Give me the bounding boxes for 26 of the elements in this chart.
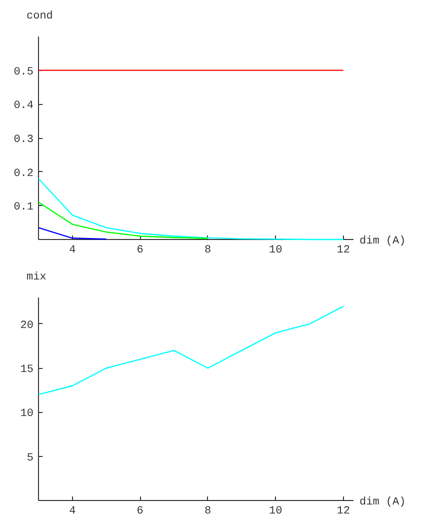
x-axis-title: dim (A) (360, 496, 406, 508)
y-tick-label: 20 (20, 320, 34, 332)
line-series (38, 306, 344, 396)
y-tick-label: 0.3 (14, 134, 34, 146)
x-tick-label: 8 (204, 244, 212, 256)
x-tick-label: 6 (136, 244, 144, 256)
x-axis-title: dim (A) (360, 236, 406, 248)
x-tick-label: 10 (268, 506, 282, 518)
y-tick-label: 5 (26, 452, 34, 464)
x-tick-label: 12 (336, 506, 350, 518)
x-tick-label: 4 (69, 506, 76, 518)
y-axis-title: cond (26, 10, 53, 22)
line-series (38, 202, 208, 240)
x-tick-label: 12 (336, 244, 350, 256)
y-tick-label: 0.2 (14, 168, 34, 180)
line-series (38, 178, 344, 240)
y-tick-label: 10 (20, 408, 34, 420)
y-tick-label: 0.4 (14, 100, 34, 112)
x-tick-label: 10 (268, 244, 282, 256)
x-tick-label: 6 (136, 506, 144, 518)
y-axis-title: mix (26, 272, 47, 284)
x-tick-label: 8 (204, 506, 212, 518)
y-tick-label: 15 (20, 364, 34, 376)
y-tick-label: 0.5 (14, 66, 34, 78)
y-tick-label: 0.1 (14, 202, 34, 214)
x-tick-label: 4 (69, 244, 76, 256)
